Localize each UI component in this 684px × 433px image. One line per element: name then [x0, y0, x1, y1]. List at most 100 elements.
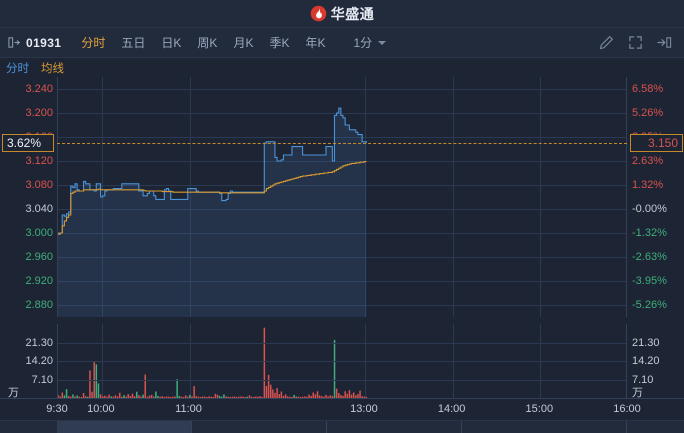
price-series-svg — [58, 107, 367, 317]
volume-bar — [312, 392, 315, 398]
volume-bar — [67, 395, 70, 398]
volume-bar — [172, 396, 174, 398]
percent-tick-label: -0.00% — [632, 203, 667, 215]
volume-bar — [63, 395, 66, 398]
volume-bar — [304, 396, 306, 398]
percent-tick-label: 6.58% — [632, 83, 664, 95]
volume-bar — [357, 394, 359, 398]
volume-bar — [65, 389, 68, 398]
volume-bar — [327, 396, 329, 398]
time-tick-label: 13:00 — [350, 403, 378, 415]
period-label: 1分 — [353, 36, 373, 50]
volume-bar — [150, 394, 153, 398]
time-gridline — [452, 77, 454, 317]
volume-bar — [252, 396, 255, 398]
time-tick-label: 11:00 — [175, 403, 202, 415]
price-gridline — [58, 185, 626, 186]
volume-bar — [240, 396, 242, 398]
price-tick-label: 2.960 — [25, 251, 53, 263]
flame-icon — [310, 5, 327, 22]
volume-tick-label: 21.30 — [25, 336, 53, 349]
price-gridline — [58, 305, 626, 306]
volume-bar — [189, 394, 191, 398]
volume-bar — [155, 391, 157, 398]
pencil-icon[interactable] — [599, 35, 614, 50]
volume-gridline — [58, 361, 626, 362]
volume-bar — [163, 396, 166, 398]
volume-bar — [99, 394, 102, 398]
volume-bar — [308, 394, 310, 398]
tab-five-day[interactable]: 五日 — [121, 36, 146, 50]
volume-bar — [61, 392, 64, 398]
volume-bar — [299, 396, 302, 398]
volume-bar — [216, 394, 219, 398]
volume-bar — [250, 396, 253, 398]
price-gridline — [58, 113, 626, 114]
volume-bar — [133, 396, 136, 398]
fullscreen-icon[interactable] — [628, 35, 643, 50]
legend-price-line[interactable]: 分时 — [6, 62, 29, 75]
volume-bar — [261, 396, 263, 398]
price-tick-label: 3.240 — [25, 83, 53, 95]
tab-yearly-k[interactable]: 年K — [305, 36, 326, 50]
legend-moving-average[interactable]: 均线 — [41, 62, 64, 75]
chart-toolbar: 01931 分时 五日 日K 周K 月K 季K 年K 1分 — [0, 28, 684, 58]
moving-average-line — [58, 161, 367, 235]
volume-bar — [135, 391, 138, 398]
volume-bar — [89, 370, 91, 398]
volume-bar — [289, 396, 291, 398]
price-tick-label: 3.200 — [25, 107, 53, 119]
volume-gridline — [58, 379, 626, 381]
volume-bar — [314, 394, 317, 398]
volume-bar — [342, 395, 344, 398]
tab-weekly-k[interactable]: 周K — [197, 36, 218, 50]
volume-bar — [91, 391, 93, 398]
volume-unit-right: 万 — [632, 387, 643, 399]
toolbar-left-group: 01931 分时 五日 日K 周K 月K 季K 年K 1分 — [0, 28, 394, 57]
volume-bar — [195, 396, 198, 398]
tab-quarterly-k[interactable]: 季K — [269, 36, 290, 50]
volume-bar — [276, 388, 278, 398]
volume-bar — [157, 395, 159, 398]
time-gridline — [364, 77, 366, 317]
volume-tick-label: 14.20 — [25, 355, 53, 367]
volume-bar — [233, 396, 236, 398]
volume-bar — [291, 396, 293, 398]
price-gridline — [58, 233, 626, 234]
price-plot[interactable] — [57, 77, 627, 317]
volume-bar — [210, 396, 212, 398]
volume-bar — [146, 396, 149, 398]
volume-bar — [344, 391, 346, 398]
volume-bar — [246, 396, 249, 398]
volume-bar — [118, 392, 121, 398]
volume-bar — [161, 396, 164, 398]
price-gridline — [58, 89, 626, 90]
volume-bar — [174, 396, 176, 398]
volume-bar — [180, 396, 183, 398]
stock-code[interactable]: 01931 — [26, 35, 62, 50]
price-gridline — [58, 257, 626, 258]
volume-bar — [329, 395, 332, 398]
volume-tick-label-right: 14.20 — [632, 355, 660, 367]
volume-bar — [78, 396, 81, 398]
volume-bar — [361, 396, 363, 398]
volume-bar — [227, 396, 229, 398]
volume-bar — [278, 394, 280, 398]
collapse-panel-icon[interactable] — [657, 35, 672, 50]
volume-bar — [121, 396, 123, 398]
price-tick-label: 3.080 — [25, 179, 53, 191]
brand-bar: 华盛通 — [0, 0, 684, 28]
percent-tick-label: -3.95% — [632, 275, 667, 287]
volume-bar — [244, 396, 246, 398]
price-tick-label: 3.000 — [25, 227, 53, 239]
volume-plot[interactable] — [57, 324, 627, 398]
volume-bar — [269, 384, 272, 398]
price-gridline — [58, 161, 626, 162]
tab-monthly-k[interactable]: 月K — [233, 36, 254, 50]
percent-tick-label: 5.26% — [632, 107, 664, 119]
period-selector[interactable]: 1分 — [345, 28, 394, 57]
tab-daily-k[interactable]: 日K — [161, 36, 182, 50]
volume-bar — [257, 396, 259, 398]
volume-bar — [212, 396, 215, 398]
tab-intraday[interactable]: 分时 — [81, 36, 106, 50]
